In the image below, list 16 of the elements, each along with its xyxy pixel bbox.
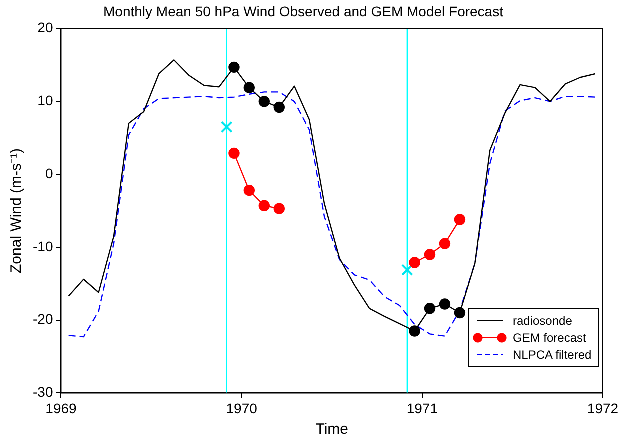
legend-label: GEM forecast [513,330,586,345]
legend-label: NLPCA filtered [513,348,592,362]
y-tick-label: -20 [33,311,54,328]
x-axis-title: Time [316,421,349,438]
x-tick-label: 1969 [46,400,78,416]
y-tick-label: 0 [45,165,54,182]
y-tick-label: 20 [38,20,54,36]
y-tick-label: 10 [38,92,54,109]
x-tick-label: 1972 [587,400,619,416]
x-tick-label: 1970 [226,400,258,416]
chart-title: Monthly Mean 50 hPa Wind Observed and GEM Model Forecast [104,3,504,20]
legend-label: radiosonde [513,314,572,328]
y-tick-label: -10 [33,238,54,254]
y-tick-label: -30 [33,384,54,400]
x-tick-label: 1971 [406,400,438,416]
y-axis-title: Zonal Wind (m-s⁻¹) [8,148,26,274]
